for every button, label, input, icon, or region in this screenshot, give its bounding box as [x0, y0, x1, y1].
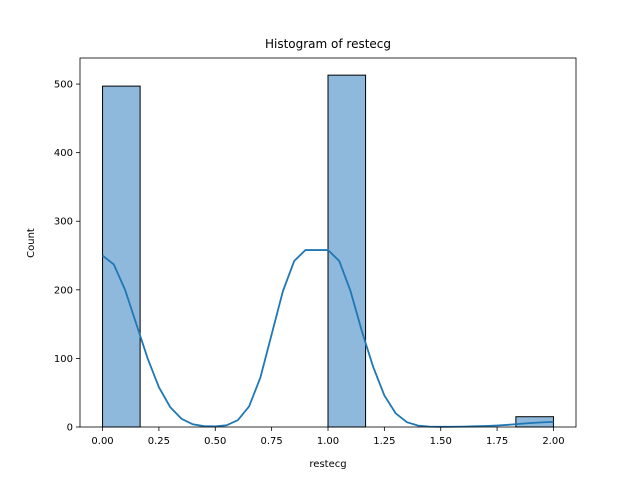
y-tick-label: 500	[54, 80, 73, 91]
kde-curve	[101, 249, 554, 428]
x-tick-label: 1.25	[373, 436, 395, 447]
histogram-bar	[102, 85, 141, 428]
x-tick-label: 0.00	[91, 436, 113, 447]
x-tick-label: 1.75	[486, 436, 508, 447]
x-tick-label: 1.00	[317, 436, 339, 447]
y-tick-label: 200	[54, 285, 73, 296]
x-axis-ticks: 0.00 0.25 0.50 0.75 1.00 1.25 1.50 1.75 2.00	[91, 427, 565, 447]
y-axis-label: Count	[26, 228, 37, 258]
x-tick-label: 1.50	[430, 436, 452, 447]
x-tick-label: 2.00	[542, 436, 564, 447]
chart-title: Histogram of restecg	[265, 37, 391, 51]
y-tick-label: 100	[54, 354, 73, 365]
x-tick-label: 0.50	[204, 436, 226, 447]
x-tick-label: 0.25	[148, 436, 170, 447]
y-tick-label: 400	[54, 148, 73, 159]
y-axis-ticks: 0 100 200 300 400 500	[54, 80, 80, 434]
y-tick-label: 300	[54, 217, 73, 228]
x-tick-label: 0.75	[261, 436, 283, 447]
x-axis-label: restecg	[309, 459, 346, 470]
bars-group	[102, 74, 554, 428]
y-tick-label: 0	[67, 423, 73, 434]
histogram-bar	[327, 74, 367, 428]
